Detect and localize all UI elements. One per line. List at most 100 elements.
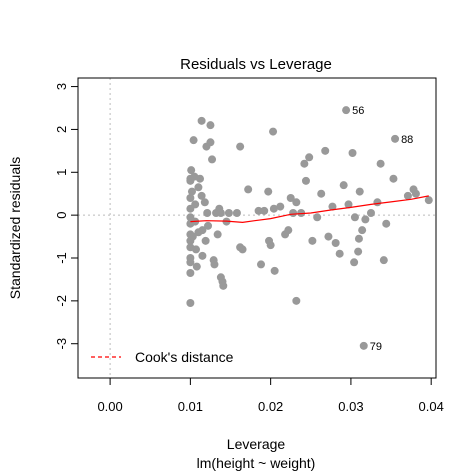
plot-frame <box>77 77 437 379</box>
data-point <box>201 236 210 245</box>
data-point <box>286 194 295 202</box>
data-point <box>361 215 370 224</box>
data-point <box>313 213 322 222</box>
data-point <box>342 106 351 115</box>
data-point <box>269 127 278 136</box>
legend: Cook's distance <box>91 349 234 365</box>
data-point <box>350 258 359 267</box>
chart-title: Residuals vs Leverage <box>180 56 332 73</box>
data-point <box>391 134 400 143</box>
point-labels: 56 88 79 <box>352 105 413 353</box>
data-point <box>382 219 391 228</box>
x-axis: 0.00 0.01 0.02 0.03 0.04 <box>97 377 444 414</box>
data-point <box>197 116 206 125</box>
data-point <box>317 189 326 198</box>
data-point <box>292 198 301 207</box>
data-point <box>238 245 247 254</box>
data-point <box>198 226 207 235</box>
data-point <box>186 299 195 307</box>
data-point <box>236 142 245 151</box>
data-point <box>208 155 217 164</box>
data-point <box>206 121 215 130</box>
data-point <box>344 200 353 209</box>
data-point <box>191 200 200 209</box>
y-tick-label: 0 <box>54 212 69 219</box>
data-point <box>300 159 309 168</box>
data-point <box>305 153 314 162</box>
y-tick-label: 1 <box>54 169 69 176</box>
data-point <box>321 146 330 155</box>
data-point <box>411 189 420 198</box>
data-point <box>194 183 203 192</box>
model-subtitle: lm(height ~ weight) <box>197 455 316 471</box>
x-tick-label: 0.03 <box>338 399 363 414</box>
data-point <box>232 209 241 217</box>
point-label-79: 79 <box>370 341 382 353</box>
data-point <box>254 206 263 215</box>
data-point <box>206 138 215 147</box>
data-point <box>186 269 195 277</box>
data-point <box>192 262 201 271</box>
data-point <box>328 202 337 211</box>
data-point <box>191 245 200 254</box>
data-point <box>354 234 363 243</box>
data-point <box>260 206 269 215</box>
x-tick-label: 0.01 <box>178 399 203 414</box>
data-point <box>284 226 293 235</box>
data-points <box>186 106 433 350</box>
data-point <box>219 281 228 290</box>
data-point <box>297 209 306 217</box>
data-point <box>204 221 213 230</box>
data-point <box>198 251 207 260</box>
data-point <box>403 191 412 200</box>
data-point <box>203 209 212 217</box>
y-tick-label: -3 <box>54 338 69 350</box>
data-point <box>264 187 273 196</box>
data-point <box>358 226 367 235</box>
x-tick-label: 0.04 <box>419 399 444 414</box>
data-point <box>289 209 298 217</box>
data-point <box>186 258 195 267</box>
data-point <box>210 260 219 269</box>
data-point <box>200 198 209 207</box>
data-point <box>216 209 225 217</box>
data-point <box>270 266 279 275</box>
data-point <box>266 241 275 250</box>
data-point <box>348 149 357 157</box>
y-axis-label: Standardized residuals <box>7 157 23 299</box>
x-axis-label: Leverage <box>227 436 286 452</box>
data-point <box>354 247 363 256</box>
y-tick-label: 3 <box>54 83 69 90</box>
data-point <box>189 136 198 145</box>
data-point <box>308 236 317 245</box>
data-point <box>359 341 368 350</box>
smooth-line <box>190 195 429 224</box>
data-point <box>197 191 206 200</box>
y-tick-label: 2 <box>54 126 69 133</box>
x-tick-label: 0.02 <box>258 399 283 414</box>
data-point <box>213 230 222 239</box>
data-point <box>355 187 364 196</box>
data-point <box>424 196 433 205</box>
data-point <box>339 181 348 190</box>
data-point <box>366 209 375 217</box>
y-tick-label: -2 <box>54 295 69 307</box>
data-point <box>257 260 266 269</box>
data-point <box>301 176 310 185</box>
data-point <box>196 174 205 183</box>
reference-lines <box>78 78 436 378</box>
data-point <box>224 209 233 217</box>
y-axis: -3 -2 -1 0 1 2 3 <box>54 83 79 350</box>
data-point <box>350 213 359 222</box>
data-point <box>376 159 385 168</box>
data-point <box>335 249 344 258</box>
x-tick-label: 0.00 <box>97 399 122 414</box>
data-point <box>331 239 340 247</box>
data-point <box>276 202 285 211</box>
data-point <box>292 296 301 305</box>
data-point <box>373 198 382 207</box>
data-point <box>389 174 398 183</box>
data-point <box>379 256 388 265</box>
data-point <box>269 204 278 213</box>
